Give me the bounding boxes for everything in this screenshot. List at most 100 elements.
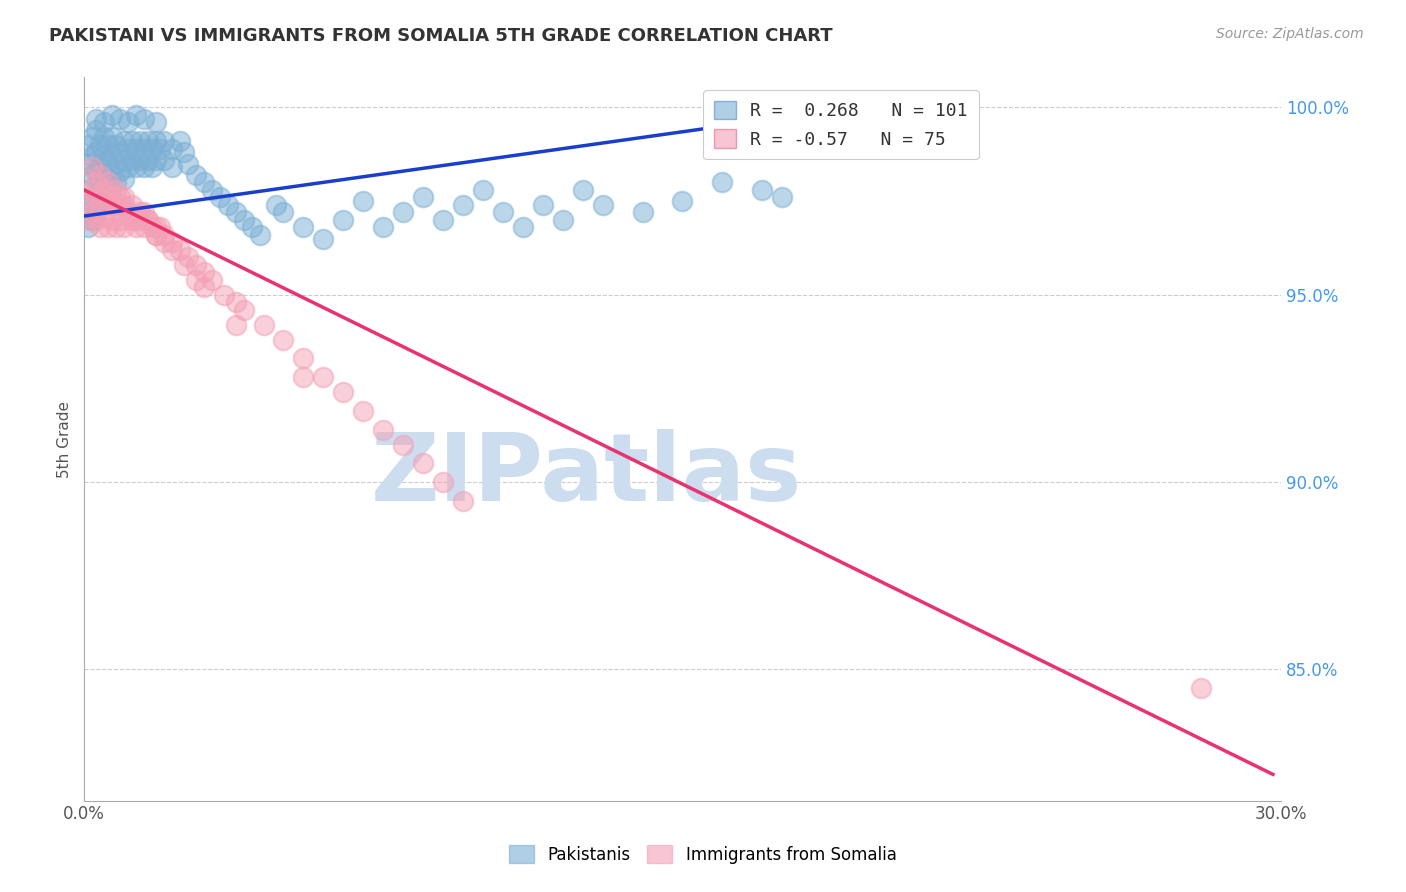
Point [136, 134, 159, 148]
Legend: Pakistanis, Immigrants from Somalia: Pakistanis, Immigrants from Somalia [503, 838, 903, 871]
Point [121, 134, 143, 148]
Point [145, 220, 167, 235]
Point [84, 212, 107, 227]
Text: Source: ZipAtlas.com: Source: ZipAtlas.com [1216, 27, 1364, 41]
Point [332, 212, 354, 227]
Point [93, 115, 115, 129]
Point [145, 134, 167, 148]
Point [117, 142, 139, 156]
Point [531, 198, 554, 212]
Point [132, 112, 155, 126]
Point [152, 235, 174, 250]
Point [89, 198, 111, 212]
Point [84, 175, 107, 189]
Point [93, 183, 115, 197]
Point [770, 190, 793, 204]
Point [77, 156, 100, 170]
Point [80, 168, 103, 182]
Point [117, 161, 139, 175]
Point [125, 212, 148, 227]
Point [184, 258, 207, 272]
Point [125, 142, 148, 156]
Point [217, 198, 239, 212]
Point [136, 212, 159, 227]
Point [273, 333, 295, 347]
Point [592, 198, 614, 212]
Point [121, 153, 143, 167]
Legend: R =  0.268   N = 101, R = -0.57   N = 75: R = 0.268 N = 101, R = -0.57 N = 75 [703, 90, 979, 160]
Point [312, 370, 335, 384]
Point [451, 493, 474, 508]
Point [108, 164, 131, 178]
Point [89, 156, 111, 170]
Point [160, 142, 183, 156]
Point [77, 183, 100, 197]
Point [97, 220, 120, 235]
Point [472, 183, 495, 197]
Point [89, 137, 111, 152]
Point [160, 235, 183, 250]
Point [97, 175, 120, 189]
Point [249, 227, 271, 242]
Point [80, 183, 103, 197]
Point [84, 145, 107, 160]
Point [141, 161, 163, 175]
Point [84, 123, 107, 137]
Point [160, 161, 183, 175]
Point [93, 130, 115, 145]
Point [104, 175, 127, 189]
Point [112, 171, 135, 186]
Point [84, 164, 107, 178]
Point [145, 227, 167, 242]
Point [212, 287, 235, 301]
Point [132, 205, 155, 219]
Point [93, 149, 115, 163]
Point [240, 220, 263, 235]
Point [121, 198, 143, 212]
Point [512, 220, 534, 235]
Point [352, 404, 374, 418]
Point [232, 212, 254, 227]
Point [152, 153, 174, 167]
Point [492, 205, 515, 219]
Point [97, 198, 120, 212]
Point [104, 137, 127, 152]
Point [412, 456, 434, 470]
Point [136, 153, 159, 167]
Point [84, 205, 107, 219]
Point [89, 194, 111, 208]
Point [373, 220, 395, 235]
Point [149, 220, 172, 235]
Point [77, 137, 100, 152]
Point [104, 198, 127, 212]
Point [128, 205, 150, 219]
Point [77, 212, 100, 227]
Point [80, 161, 103, 175]
Point [225, 295, 247, 310]
Point [132, 142, 155, 156]
Point [169, 243, 191, 257]
Y-axis label: 5th Grade: 5th Grade [58, 401, 72, 477]
Point [80, 212, 103, 227]
Point [252, 318, 274, 332]
Point [312, 231, 335, 245]
Point [117, 115, 139, 129]
Point [104, 183, 127, 197]
Point [97, 175, 120, 189]
Point [84, 190, 107, 204]
Point [292, 351, 315, 366]
Point [89, 175, 111, 189]
Point [128, 212, 150, 227]
Point [93, 186, 115, 201]
Point [112, 220, 135, 235]
Point [77, 205, 100, 219]
Point [193, 280, 215, 294]
Point [80, 130, 103, 145]
Point [101, 130, 124, 145]
Point [128, 134, 150, 148]
Point [93, 168, 115, 182]
Point [108, 212, 131, 227]
Point [292, 370, 315, 384]
Point [80, 205, 103, 219]
Point [145, 227, 167, 242]
